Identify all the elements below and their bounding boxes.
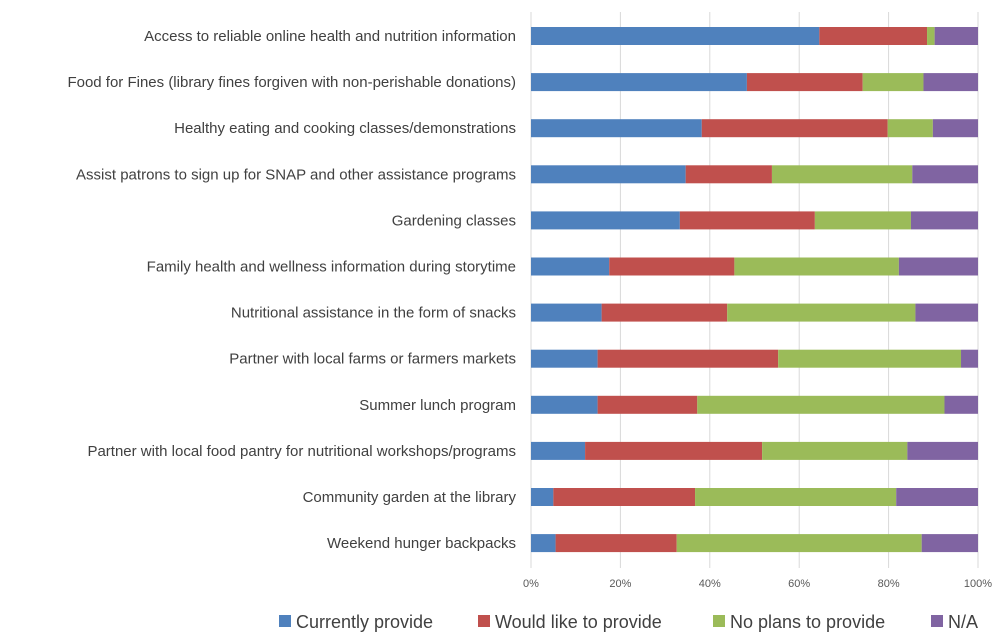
category-label: Weekend hunger backpacks — [327, 535, 516, 552]
bar-segment — [555, 534, 677, 553]
bar-segment — [531, 165, 686, 184]
bar-segment — [734, 257, 899, 276]
bar-segment — [585, 441, 763, 460]
category-labels: Access to reliable online health and nut… — [67, 28, 516, 552]
bar-segment — [944, 395, 978, 414]
bar-segment — [531, 534, 556, 553]
bar-segment — [597, 395, 698, 414]
bar-segment — [531, 211, 680, 230]
category-label: Community garden at the library — [303, 489, 517, 506]
bar-segment — [762, 441, 908, 460]
legend-swatch — [279, 615, 291, 627]
bar-segment — [531, 119, 702, 138]
bar-segment — [531, 488, 554, 506]
bar-segment — [531, 73, 747, 92]
legend-swatch — [713, 615, 725, 627]
bar-segment — [531, 441, 586, 460]
legend-swatch — [931, 615, 943, 627]
legend: Currently provide Would like to provide No… — [279, 612, 978, 632]
bars — [531, 27, 978, 553]
category-label: Healthy eating and cooking classes/demon… — [174, 120, 516, 137]
bar-segment — [685, 165, 772, 184]
bar-segment — [531, 349, 598, 368]
category-label: Food for Fines (library fines forgiven w… — [67, 74, 516, 91]
bar-segment — [907, 441, 978, 460]
bar-segment — [531, 303, 602, 322]
category-label: Assist patrons to sign up for SNAP and o… — [76, 166, 516, 183]
bar-segment — [531, 257, 610, 276]
bar-segment — [601, 303, 728, 322]
bar-segment — [727, 303, 916, 322]
category-label: Family health and wellness information d… — [147, 259, 516, 276]
x-tick-label: 20% — [609, 578, 631, 590]
x-tick-label: 100% — [964, 578, 992, 590]
x-tick-label: 0% — [523, 578, 539, 590]
bar-segment — [927, 27, 935, 45]
category-label: Summer lunch program — [359, 397, 516, 414]
bar-segment — [679, 211, 815, 230]
bar-segment — [531, 395, 598, 414]
gridlines — [530, 12, 979, 568]
legend-label: No plans to provide — [730, 612, 885, 632]
category-label: Nutritional assistance in the form of sn… — [231, 305, 516, 322]
x-tick-label: 60% — [788, 578, 810, 590]
bar-segment — [597, 349, 779, 368]
bar-segment — [746, 73, 863, 92]
bar-segment — [923, 73, 978, 92]
bar-segment — [778, 349, 962, 368]
legend-label: N/A — [948, 612, 978, 632]
category-label: Access to reliable online health and nut… — [144, 28, 516, 45]
category-label: Partner with local farms or farmers mark… — [229, 351, 516, 368]
bar-segment — [912, 165, 978, 184]
bar-segment — [531, 27, 820, 45]
bar-segment — [887, 119, 933, 138]
bar-segment — [915, 303, 978, 322]
x-tick-label: 40% — [699, 578, 721, 590]
bar-segment — [676, 534, 922, 553]
legend-label: Currently provide — [296, 612, 433, 632]
bar-segment — [921, 534, 978, 553]
bar-segment — [697, 395, 945, 414]
bar-segment — [771, 165, 913, 184]
bar-segment — [961, 349, 978, 368]
bar-segment — [932, 119, 978, 138]
bar-segment — [934, 27, 978, 45]
bar-segment — [862, 73, 924, 92]
category-label: Partner with local food pantry for nutri… — [87, 443, 516, 460]
bar-segment — [819, 27, 928, 45]
category-label: Gardening classes — [392, 212, 516, 229]
bar-segment — [910, 211, 978, 230]
bar-segment — [814, 211, 911, 230]
bar-segment — [896, 488, 978, 506]
bar-segment — [695, 488, 897, 506]
bar-segment — [553, 488, 696, 506]
legend-swatch — [478, 615, 490, 627]
x-axis-ticks: 0% 20% 40% 60% 80% 100% — [523, 578, 992, 590]
legend-label: Would like to provide — [495, 612, 662, 632]
x-tick-label: 80% — [878, 578, 900, 590]
bar-segment — [701, 119, 888, 138]
bar-segment — [609, 257, 735, 276]
bar-segment — [898, 257, 978, 276]
